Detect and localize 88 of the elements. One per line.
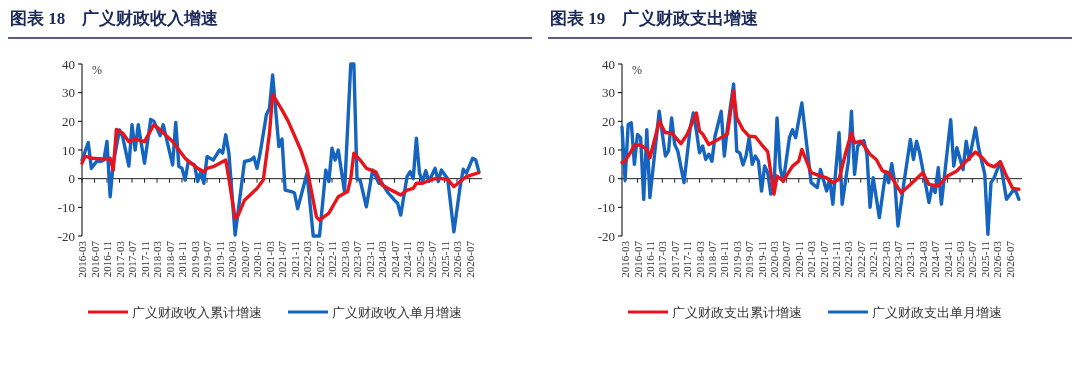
x-tick-label: 2020-03 (767, 240, 780, 278)
x-tick-label: 2023-07 (891, 240, 904, 278)
x-tick-label: 2019-03 (188, 240, 201, 278)
x-tick-label: 2017-11 (681, 241, 694, 278)
x-tick-label: 2016-11 (643, 241, 656, 278)
x-tick-label: 2018-03 (151, 240, 163, 278)
x-tick-label: 2017-11 (138, 241, 151, 278)
y-tick-label: -10 (597, 199, 615, 215)
line-series (620, 88, 1021, 196)
x-tick-label: 2023-11 (904, 241, 917, 278)
x-tick-label: 2018-07 (705, 240, 718, 278)
x-tick-label: 2020-03 (226, 240, 238, 278)
y-tick-label: -20 (57, 228, 75, 244)
chart-title: 图表 19 广义财政支出增速 (550, 9, 759, 28)
legend-label: 广义财政支出累计增速 (672, 305, 802, 320)
x-tick-label: 2021-03 (263, 240, 276, 278)
x-tick-label: 2019-07 (201, 240, 213, 278)
x-tick-label: 2022-11 (326, 241, 338, 278)
x-tick-label: 2017-07 (126, 240, 138, 278)
x-tick-label: 2021-07 (276, 240, 288, 278)
x-tick-label: 2026-07 (463, 240, 476, 278)
x-tick-label: 2016-11 (101, 241, 113, 278)
x-tick-label: 2022-03 (301, 240, 313, 278)
legend-label: 广义财政收入单月增速 (332, 305, 462, 320)
x-tick-label: 2023-03 (338, 240, 351, 278)
x-tick-label: 2021-11 (829, 241, 842, 278)
x-tick-label: 2020-07 (238, 240, 251, 278)
y-tick-label: 10 (602, 142, 615, 158)
x-tick-label: 2025-03 (953, 240, 966, 278)
legend-label: 广义财政收入累计增速 (132, 305, 262, 320)
y-tick-label: 0 (68, 171, 75, 187)
x-tick-label: 2024-03 (376, 240, 388, 278)
x-tick-label: 2023-11 (363, 241, 376, 278)
x-tick-label: 2016-07 (631, 240, 644, 278)
x-tick-label: 2026-03 (451, 240, 463, 278)
y-axis-title: % (92, 63, 102, 77)
line-series (80, 92, 481, 222)
x-tick-label: 2024-11 (941, 241, 954, 278)
x-tick-label: 2023-03 (879, 240, 892, 278)
y-tick-label: 20 (62, 113, 75, 129)
x-tick-label: 2025-07 (966, 240, 979, 278)
y-tick-label: 40 (62, 56, 75, 72)
x-tick-label: 2025-03 (413, 240, 426, 278)
x-tick-label: 2017-03 (113, 240, 126, 278)
x-tick-label: 2025-07 (426, 240, 438, 278)
y-tick-label: 0 (608, 171, 615, 187)
x-tick-label: 2026-07 (1003, 240, 1016, 278)
x-tick-label: 2026-03 (991, 240, 1004, 278)
x-tick-label: 2019-07 (743, 240, 756, 278)
x-tick-label: 2019-11 (755, 241, 768, 278)
x-tick-label: 2024-07 (929, 240, 942, 278)
x-tick-label: 2016-03 (619, 240, 632, 278)
y-tick-label: 30 (602, 85, 615, 101)
y-axis-title: % (632, 63, 642, 77)
x-tick-label: 2024-07 (388, 240, 401, 278)
x-tick-label: 2016-07 (88, 240, 101, 278)
x-tick-label: 2024-11 (401, 241, 413, 278)
y-tick-label: -10 (57, 199, 75, 215)
x-tick-label: 2025-11 (438, 241, 451, 278)
x-tick-label: 2016-03 (76, 240, 88, 278)
x-tick-label: 2022-07 (854, 240, 867, 278)
y-tick-label: 20 (602, 113, 615, 129)
x-tick-label: 2022-11 (867, 241, 880, 278)
y-tick-label: 30 (62, 85, 75, 101)
x-tick-label: 2020-07 (780, 240, 793, 278)
x-tick-label: 2018-11 (176, 241, 188, 278)
x-tick-label: 2017-03 (656, 240, 669, 278)
y-tick-label: 10 (62, 142, 75, 158)
legend-label: 广义财政支出单月增速 (872, 305, 1002, 320)
x-tick-label: 2022-03 (842, 240, 855, 278)
x-tick-label: 2018-03 (693, 240, 706, 278)
y-tick-label: 40 (602, 56, 615, 72)
x-tick-label: 2021-07 (817, 240, 830, 278)
x-tick-label: 2019-03 (730, 240, 743, 278)
x-tick-label: 2017-07 (668, 240, 681, 278)
chart-title: 图表 18 广义财政收入增速 (10, 9, 219, 28)
x-tick-label: 2018-07 (163, 240, 176, 278)
x-tick-label: 2018-11 (718, 241, 731, 278)
x-tick-label: 2022-07 (313, 240, 326, 278)
y-tick-label: -20 (597, 228, 615, 244)
x-tick-label: 2020-11 (251, 241, 263, 278)
x-tick-label: 2023-07 (351, 240, 363, 278)
x-tick-label: 2019-11 (213, 241, 226, 278)
x-tick-label: 2020-11 (792, 241, 805, 278)
x-tick-label: 2021-03 (805, 240, 818, 278)
x-tick-label: 2024-03 (916, 240, 929, 278)
x-tick-label: 2021-11 (288, 241, 301, 278)
x-tick-label: 2025-11 (978, 241, 991, 278)
